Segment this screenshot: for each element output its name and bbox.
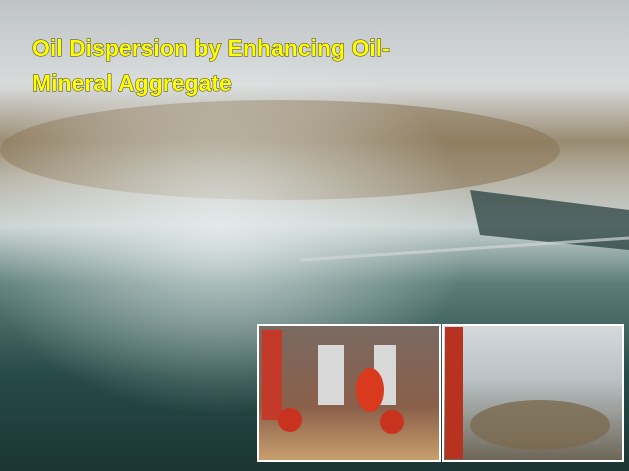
slide-title: Oil Dispersion by Enhancing Oil-: [32, 35, 390, 61]
oily-ice: [470, 400, 610, 450]
hull: [445, 327, 463, 459]
spray-line: [299, 236, 629, 262]
slide-title: Mineral Aggregate: [32, 70, 232, 96]
tank: [318, 345, 344, 405]
inset-frame: [257, 324, 441, 462]
water-channel: [470, 190, 629, 250]
door: [262, 330, 282, 420]
worker: [356, 368, 384, 412]
inset-photo-deck: [257, 324, 441, 462]
pump: [278, 408, 302, 432]
pump: [380, 410, 404, 434]
inset-photo-ice: [442, 324, 624, 462]
